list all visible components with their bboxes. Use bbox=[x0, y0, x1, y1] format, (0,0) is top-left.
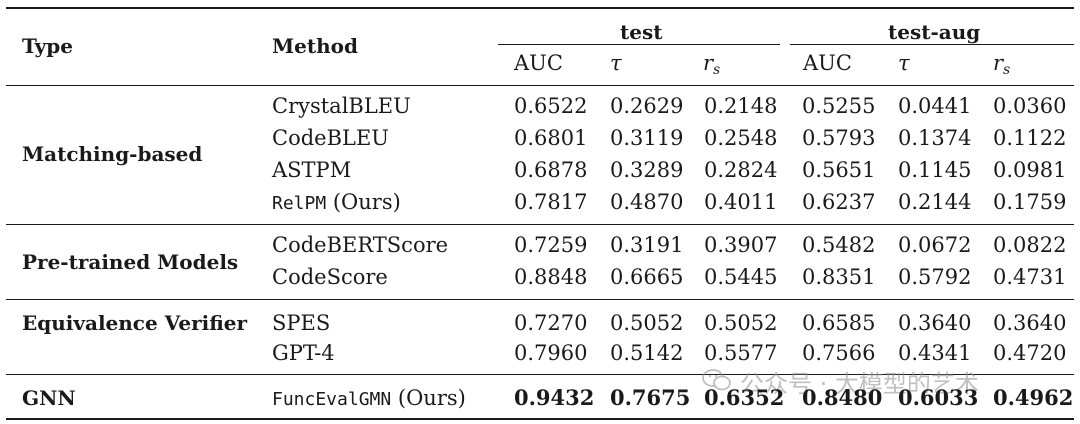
value-cell: 0.1759 bbox=[993, 190, 1067, 214]
value-cell-best: 0.6033 bbox=[898, 385, 979, 410]
section-rule-2 bbox=[6, 299, 1074, 300]
value-cell: 0.5052 bbox=[610, 311, 684, 335]
test-group-header: test bbox=[620, 20, 663, 44]
test-group-rule bbox=[498, 44, 780, 45]
value-cell: 0.7259 bbox=[514, 233, 588, 257]
value-cell: 0.5482 bbox=[802, 233, 876, 257]
wechat-icon bbox=[702, 369, 731, 391]
value-cell: 0.8351 bbox=[802, 265, 876, 289]
method-code-name: RelPM bbox=[272, 193, 327, 214]
method-codebertscore: CodeBERTScore bbox=[272, 233, 449, 257]
value-cell: 0.5792 bbox=[898, 265, 972, 289]
method-header: Method bbox=[272, 34, 358, 58]
value-cell: 0.5577 bbox=[704, 341, 778, 365]
type-equivalence-verifier: Equivalence Verifier bbox=[22, 311, 248, 335]
section-rule-3 bbox=[6, 374, 1074, 375]
col-header-tau-aug: τ bbox=[898, 51, 910, 75]
value-cell: 0.4731 bbox=[993, 265, 1067, 289]
value-cell-best: 0.6352 bbox=[704, 385, 785, 410]
value-cell: 0.6237 bbox=[802, 190, 876, 214]
value-cell: 0.0981 bbox=[993, 158, 1067, 182]
value-cell: 0.1145 bbox=[898, 158, 972, 182]
bottom-rule bbox=[6, 418, 1074, 420]
type-pre-trained-models: Pre-trained Models bbox=[22, 250, 239, 274]
value-cell: 0.2629 bbox=[610, 94, 684, 118]
method-astpm: ASTPM bbox=[272, 158, 352, 182]
method-suffix: (Ours) bbox=[391, 386, 466, 410]
method-relpm: RelPM (Ours) bbox=[272, 190, 401, 216]
type-gnn: GNN bbox=[22, 386, 76, 410]
value-cell: 0.8848 bbox=[514, 265, 588, 289]
value-cell: 0.0441 bbox=[898, 94, 972, 118]
value-cell: 0.3640 bbox=[898, 311, 972, 335]
value-cell: 0.4870 bbox=[610, 190, 684, 214]
value-cell: 0.2148 bbox=[704, 94, 778, 118]
col-header-rs-aug: rs bbox=[993, 51, 1011, 78]
method-crystalbleu: CrystalBLEU bbox=[272, 94, 411, 118]
value-cell: 0.6585 bbox=[802, 311, 876, 335]
top-rule bbox=[6, 7, 1074, 9]
header-rule bbox=[6, 85, 1074, 86]
value-cell: 0.4011 bbox=[704, 190, 778, 214]
method-gpt-4: GPT-4 bbox=[272, 341, 335, 365]
value-cell: 0.3640 bbox=[993, 311, 1067, 335]
value-cell: 0.7960 bbox=[514, 341, 588, 365]
value-cell: 0.5142 bbox=[610, 341, 684, 365]
value-cell: 0.2548 bbox=[704, 126, 778, 150]
value-cell: 0.2144 bbox=[898, 190, 972, 214]
value-cell: 0.4720 bbox=[993, 341, 1067, 365]
value-cell: 0.0360 bbox=[993, 94, 1067, 118]
value-cell: 0.7817 bbox=[514, 190, 588, 214]
section-rule-1 bbox=[6, 224, 1074, 225]
value-cell: 0.5793 bbox=[802, 126, 876, 150]
type-header: Type bbox=[22, 34, 74, 58]
value-cell: 0.3289 bbox=[610, 158, 684, 182]
value-cell: 0.3119 bbox=[610, 126, 684, 150]
value-cell: 0.6522 bbox=[514, 94, 588, 118]
method-codescore: CodeScore bbox=[272, 265, 388, 289]
col-header-tau-test: τ bbox=[610, 51, 622, 75]
value-cell: 0.1374 bbox=[898, 126, 972, 150]
method-suffix: (Ours) bbox=[326, 190, 401, 214]
col-header-rs-test: rs bbox=[703, 51, 721, 78]
value-cell: 0.1122 bbox=[993, 126, 1067, 150]
value-cell-best: 0.7675 bbox=[610, 385, 691, 410]
watermark-text: 公众号 · 大模型的艺术 bbox=[740, 370, 979, 398]
value-cell: 0.7566 bbox=[802, 341, 876, 365]
method-spes: SPES bbox=[272, 311, 331, 335]
type-matching-based: Matching-based bbox=[22, 142, 203, 166]
value-cell: 0.2824 bbox=[704, 158, 778, 182]
value-cell: 0.0672 bbox=[898, 233, 972, 257]
value-cell: 0.4341 bbox=[898, 341, 972, 365]
test-aug-group-header: test-aug bbox=[888, 20, 981, 44]
test-aug-group-rule bbox=[790, 44, 1074, 45]
value-cell: 0.3907 bbox=[704, 233, 778, 257]
value-cell: 0.6878 bbox=[514, 158, 588, 182]
value-cell: 0.3191 bbox=[610, 233, 684, 257]
value-cell: 0.5445 bbox=[704, 265, 778, 289]
value-cell-best: 0.4962 bbox=[993, 385, 1074, 410]
value-cell: 0.5651 bbox=[802, 158, 876, 182]
col-header-auc-test: AUC bbox=[514, 51, 563, 75]
value-cell: 0.5052 bbox=[704, 311, 778, 335]
value-cell: 0.0822 bbox=[993, 233, 1067, 257]
value-cell-best: 0.8480 bbox=[802, 385, 883, 410]
method-code-name: FuncEvalGMN bbox=[272, 389, 392, 410]
value-cell: 0.6801 bbox=[514, 126, 588, 150]
value-cell: 0.6665 bbox=[610, 265, 684, 289]
value-cell: 0.5255 bbox=[802, 94, 876, 118]
method-funcevalgmn: FuncEvalGMN (Ours) bbox=[272, 386, 466, 412]
col-header-auc-aug: AUC bbox=[803, 51, 852, 75]
value-cell: 0.7270 bbox=[514, 311, 588, 335]
value-cell-best: 0.9432 bbox=[514, 385, 595, 410]
method-codebleu: CodeBLEU bbox=[272, 126, 389, 150]
